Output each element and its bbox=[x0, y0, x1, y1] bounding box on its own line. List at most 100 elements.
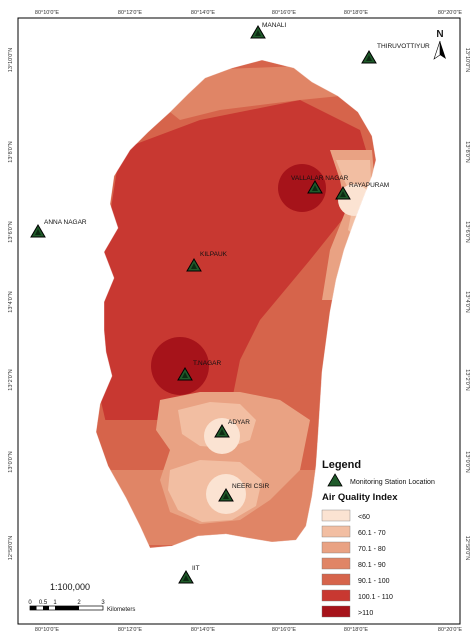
legend-class-item: 60.1 - 70 bbox=[321, 525, 386, 538]
station-rayapuram: RAYAPURAM bbox=[335, 182, 389, 200]
station-label: KILPAUK bbox=[200, 251, 228, 258]
coords-bottom: 80°10'0"E 80°12'0"E 80°14'0"E 80°16'0"E 80°1… bbox=[35, 627, 462, 633]
coord-label-right: 13°6'0"N bbox=[464, 221, 470, 242]
station-t-nagar: T.NAGAR bbox=[177, 360, 221, 381]
coord-label-left: 12°58'0"N bbox=[8, 536, 14, 560]
station-marker-inner bbox=[219, 429, 225, 435]
legend-swatch bbox=[321, 525, 351, 538]
legend-class-label: >110 bbox=[358, 610, 373, 617]
coord-label-top: 80°20'0"E bbox=[438, 10, 462, 16]
coord-label-bottom: 80°16'0"E bbox=[272, 627, 296, 633]
station-marker-inner bbox=[183, 575, 189, 581]
legend-class-label: 60.1 - 70 bbox=[358, 530, 386, 537]
legend-aqi-title: Air Quality Index bbox=[322, 492, 398, 503]
coord-label-right: 13°4'0"N bbox=[464, 291, 470, 312]
coord-label-top: 80°18'0"E bbox=[344, 10, 368, 16]
station-label: NEERI CSIR bbox=[232, 483, 270, 490]
coord-label-top: 80°12'0"E bbox=[118, 10, 142, 16]
legend-station-label: Monitoring Station Location bbox=[350, 479, 435, 486]
station-marker-inner bbox=[366, 55, 372, 61]
station-thiruvottiyur: THIRUVOTTIYUR bbox=[361, 43, 430, 64]
map-frame bbox=[17, 17, 461, 625]
station-kilpauk: KILPAUK bbox=[186, 251, 228, 272]
station-marker-inner bbox=[340, 191, 346, 197]
north-arrow: N bbox=[433, 29, 446, 60]
station-label: VALLALAR NAGAR bbox=[291, 175, 349, 182]
legend-swatch bbox=[321, 557, 351, 570]
legend-class-label: 80.1 - 90 bbox=[358, 562, 386, 569]
legend-class-item: 70.1 - 80 bbox=[321, 541, 386, 554]
legend-swatch bbox=[321, 573, 351, 586]
coord-label-bottom: 80°10'0"E bbox=[35, 627, 59, 633]
coord-label-left: 13°0'0"N bbox=[8, 451, 14, 472]
aqi-surface bbox=[96, 60, 376, 548]
coord-label-bottom: 80°14'0"E bbox=[191, 627, 215, 633]
station-layer: MANALI THIRUVOTTIYUR VALLALAR NAGARRAYAPUR… bbox=[30, 22, 430, 584]
coord-label-right: 13°10'0"N bbox=[464, 48, 470, 72]
north-arrow-label: N bbox=[436, 29, 443, 40]
legend-class-label: <60 bbox=[358, 514, 370, 521]
station-label: T.NAGAR bbox=[193, 360, 221, 367]
scale-tick-label: 0 bbox=[28, 600, 32, 606]
station-label: THIRUVOTTIYUR bbox=[377, 43, 430, 50]
coord-label-right: 13°0'0"N bbox=[464, 451, 470, 472]
city-boundary bbox=[95, 59, 377, 549]
scale-tick-label: 2 bbox=[77, 600, 81, 606]
legend-class-item: 90.1 - 100 bbox=[321, 573, 390, 586]
station-marker-inner bbox=[182, 372, 188, 378]
coords-top: 80°10'0"E 80°12'0"E 80°14'0"E 80°16'0"E 80°1… bbox=[35, 10, 462, 16]
legend-station-icon bbox=[327, 473, 343, 487]
coord-label-right: 13°8'0"N bbox=[464, 141, 470, 162]
coord-label-bottom: 80°20'0"E bbox=[438, 627, 462, 633]
station-anna-nagar: ANNA NAGAR bbox=[30, 219, 87, 238]
station-label: ADYAR bbox=[228, 419, 250, 426]
legend-classes: <60 60.1 - 70 70.1 - 80 80.1 - 90 90.1 - 100… bbox=[321, 509, 393, 618]
station-neeri-csir: NEERI CSIR bbox=[218, 483, 270, 502]
legend-title: Legend bbox=[322, 459, 361, 471]
coord-label-top: 80°16'0"E bbox=[272, 10, 296, 16]
coord-label-right: 13°2'0"N bbox=[464, 369, 470, 390]
legend-swatch bbox=[321, 605, 351, 618]
station-label: MANALI bbox=[262, 22, 286, 29]
legend-swatch bbox=[321, 509, 351, 522]
scale-tick-label: 3 bbox=[101, 600, 105, 606]
legend-class-label: 90.1 - 100 bbox=[358, 578, 390, 585]
legend-class-label: 70.1 - 80 bbox=[358, 546, 386, 553]
legend-class-label: 100.1 - 110 bbox=[358, 594, 393, 601]
station-marker-inner bbox=[191, 263, 197, 269]
station-marker-inner bbox=[35, 229, 41, 235]
coord-label-left: 13°2'0"N bbox=[8, 369, 14, 390]
coord-label-right: 12°58'0"N bbox=[464, 536, 470, 560]
station-marker-inner bbox=[312, 185, 318, 191]
legend-class-item: 80.1 - 90 bbox=[321, 557, 386, 570]
legend-class-item: >110 bbox=[321, 605, 373, 618]
legend: Legend Monitoring Station Location Air Q… bbox=[321, 459, 435, 618]
station-iit: IIT bbox=[178, 565, 200, 584]
scale-tick-label: 0.5 bbox=[39, 600, 48, 606]
legend-swatch bbox=[321, 541, 351, 554]
coord-label-bottom: 80°12'0"E bbox=[118, 627, 142, 633]
coord-label-top: 80°14'0"E bbox=[191, 10, 215, 16]
station-label: RAYAPURAM bbox=[349, 182, 389, 189]
legend-class-item: <60 bbox=[321, 509, 370, 522]
station-manali: MANALI bbox=[250, 22, 286, 39]
coord-label-bottom: 80°18'0"E bbox=[344, 627, 368, 633]
coord-label-left: 13°4'0"N bbox=[8, 291, 14, 312]
scale-tick-label: 1 bbox=[53, 600, 57, 606]
legend-swatch bbox=[321, 589, 351, 602]
station-marker-inner bbox=[255, 30, 261, 36]
coords-left: 13°10'0"N 13°8'0"N 13°6'0"N 13°4'0"N 13°2'0"… bbox=[8, 48, 14, 560]
scale-unit: Kilometers bbox=[107, 607, 135, 613]
station-label: IIT bbox=[192, 565, 200, 572]
station-adyar: ADYAR bbox=[214, 419, 250, 438]
coord-label-left: 13°6'0"N bbox=[8, 221, 14, 242]
station-vallalar-nagar: VALLALAR NAGAR bbox=[291, 175, 349, 194]
coords-right: 13°10'0"N 13°8'0"N 13°6'0"N 13°4'0"N 13°2'0"… bbox=[464, 48, 470, 560]
scale-ratio: 1:100,000 bbox=[50, 582, 90, 592]
station-label: ANNA NAGAR bbox=[44, 219, 87, 226]
station-marker-inner bbox=[223, 493, 229, 499]
legend-class-item: 100.1 - 110 bbox=[321, 589, 393, 602]
